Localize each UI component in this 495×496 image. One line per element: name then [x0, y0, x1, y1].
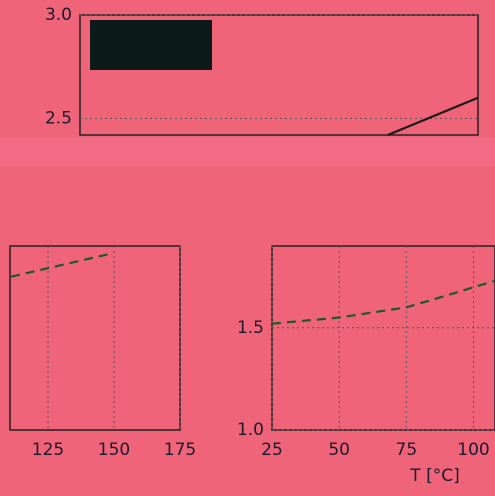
y-tick-label: 2.5	[45, 108, 72, 128]
x-axis-label: T [°C]	[409, 466, 459, 486]
x-tick-label: 25	[261, 440, 283, 460]
plot-frame	[271, 245, 495, 431]
plot-frame	[79, 14, 479, 136]
y-tick-label: 1.0	[237, 420, 264, 440]
x-tick-label: 150	[98, 440, 130, 460]
x-tick-label: 125	[32, 440, 64, 460]
plot-frame	[9, 245, 181, 431]
y-tick-label: 3.0	[45, 5, 72, 25]
glitch-band	[0, 138, 495, 166]
x-tick-label: 75	[396, 440, 418, 460]
data-line	[271, 279, 495, 325]
legend-box	[90, 20, 212, 70]
data-line	[387, 96, 479, 137]
x-tick-label: 50	[328, 440, 350, 460]
x-tick-label: 175	[164, 440, 196, 460]
y-tick-label: 1.5	[237, 318, 264, 338]
x-tick-label: 100	[457, 440, 489, 460]
data-line	[10, 253, 109, 278]
